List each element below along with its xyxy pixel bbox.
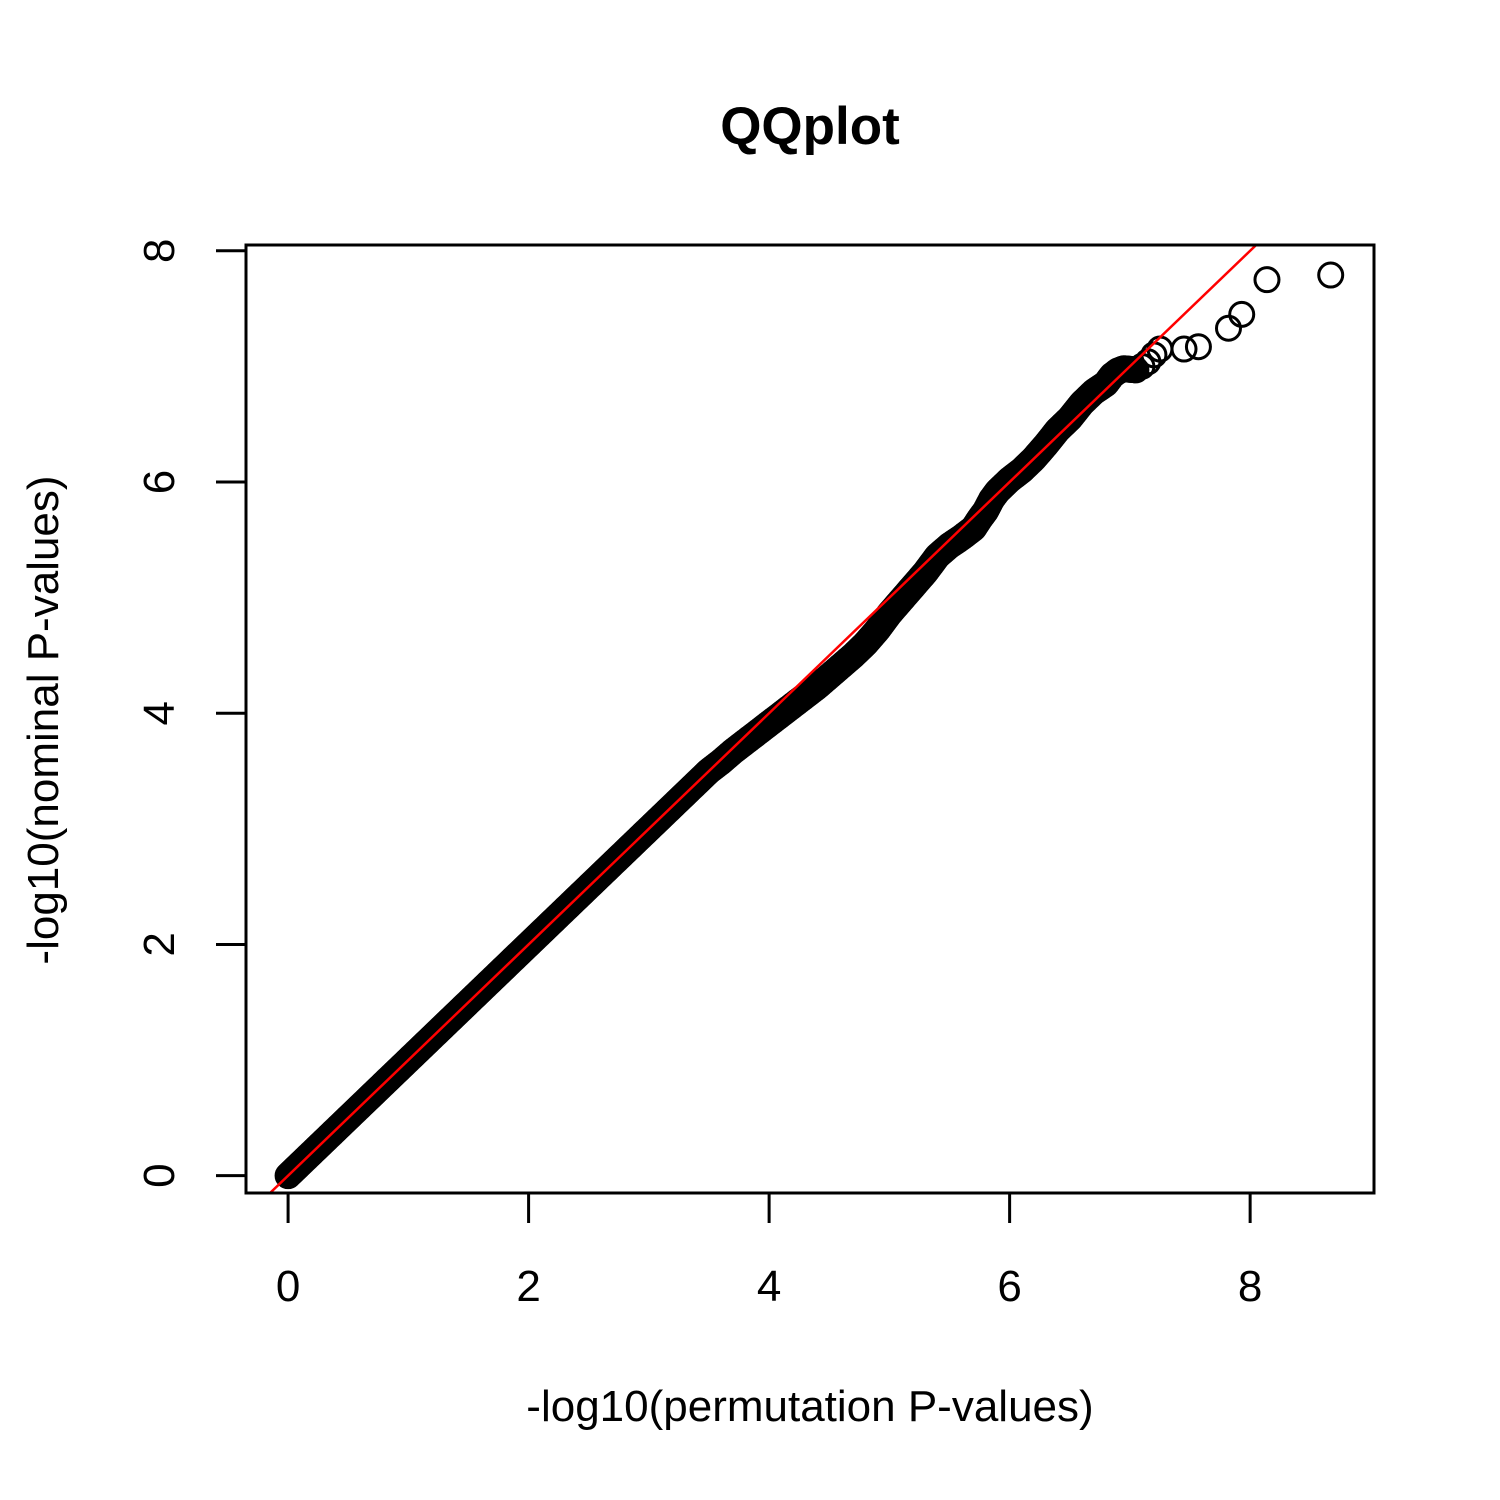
x-tick-label-2: 2 (516, 1262, 540, 1311)
data-points (274, 261, 1345, 1190)
reference-line (268, 245, 1258, 1193)
y-axis: 0 2 4 6 8 (135, 239, 248, 1188)
y-tick-label-6: 6 (135, 470, 184, 494)
data-point-643 (1228, 300, 1256, 328)
y-tick-label-4: 4 (135, 701, 184, 725)
data-point-640 (1170, 335, 1198, 363)
data-point-644 (1253, 266, 1281, 294)
y-tick-label-8: 8 (135, 239, 184, 263)
x-axis: 0 2 4 6 8 (276, 1191, 1262, 1311)
data-point-642 (1214, 314, 1242, 342)
y-axis-label: -log10(nominal P-values) (19, 475, 68, 964)
chart-title: QQplot (720, 97, 900, 156)
x-axis-label: -log10(permutation P-values) (526, 1382, 1093, 1431)
x-tick-label-6: 6 (997, 1262, 1021, 1311)
x-tick-label-4: 4 (757, 1262, 781, 1311)
x-tick-label-8: 8 (1238, 1262, 1262, 1311)
y-tick-label-0: 0 (135, 1163, 184, 1187)
y-tick-label-2: 2 (135, 932, 184, 956)
x-tick-label-0: 0 (276, 1262, 300, 1311)
data-point-641 (1184, 333, 1212, 361)
data-point-645 (1317, 261, 1345, 289)
